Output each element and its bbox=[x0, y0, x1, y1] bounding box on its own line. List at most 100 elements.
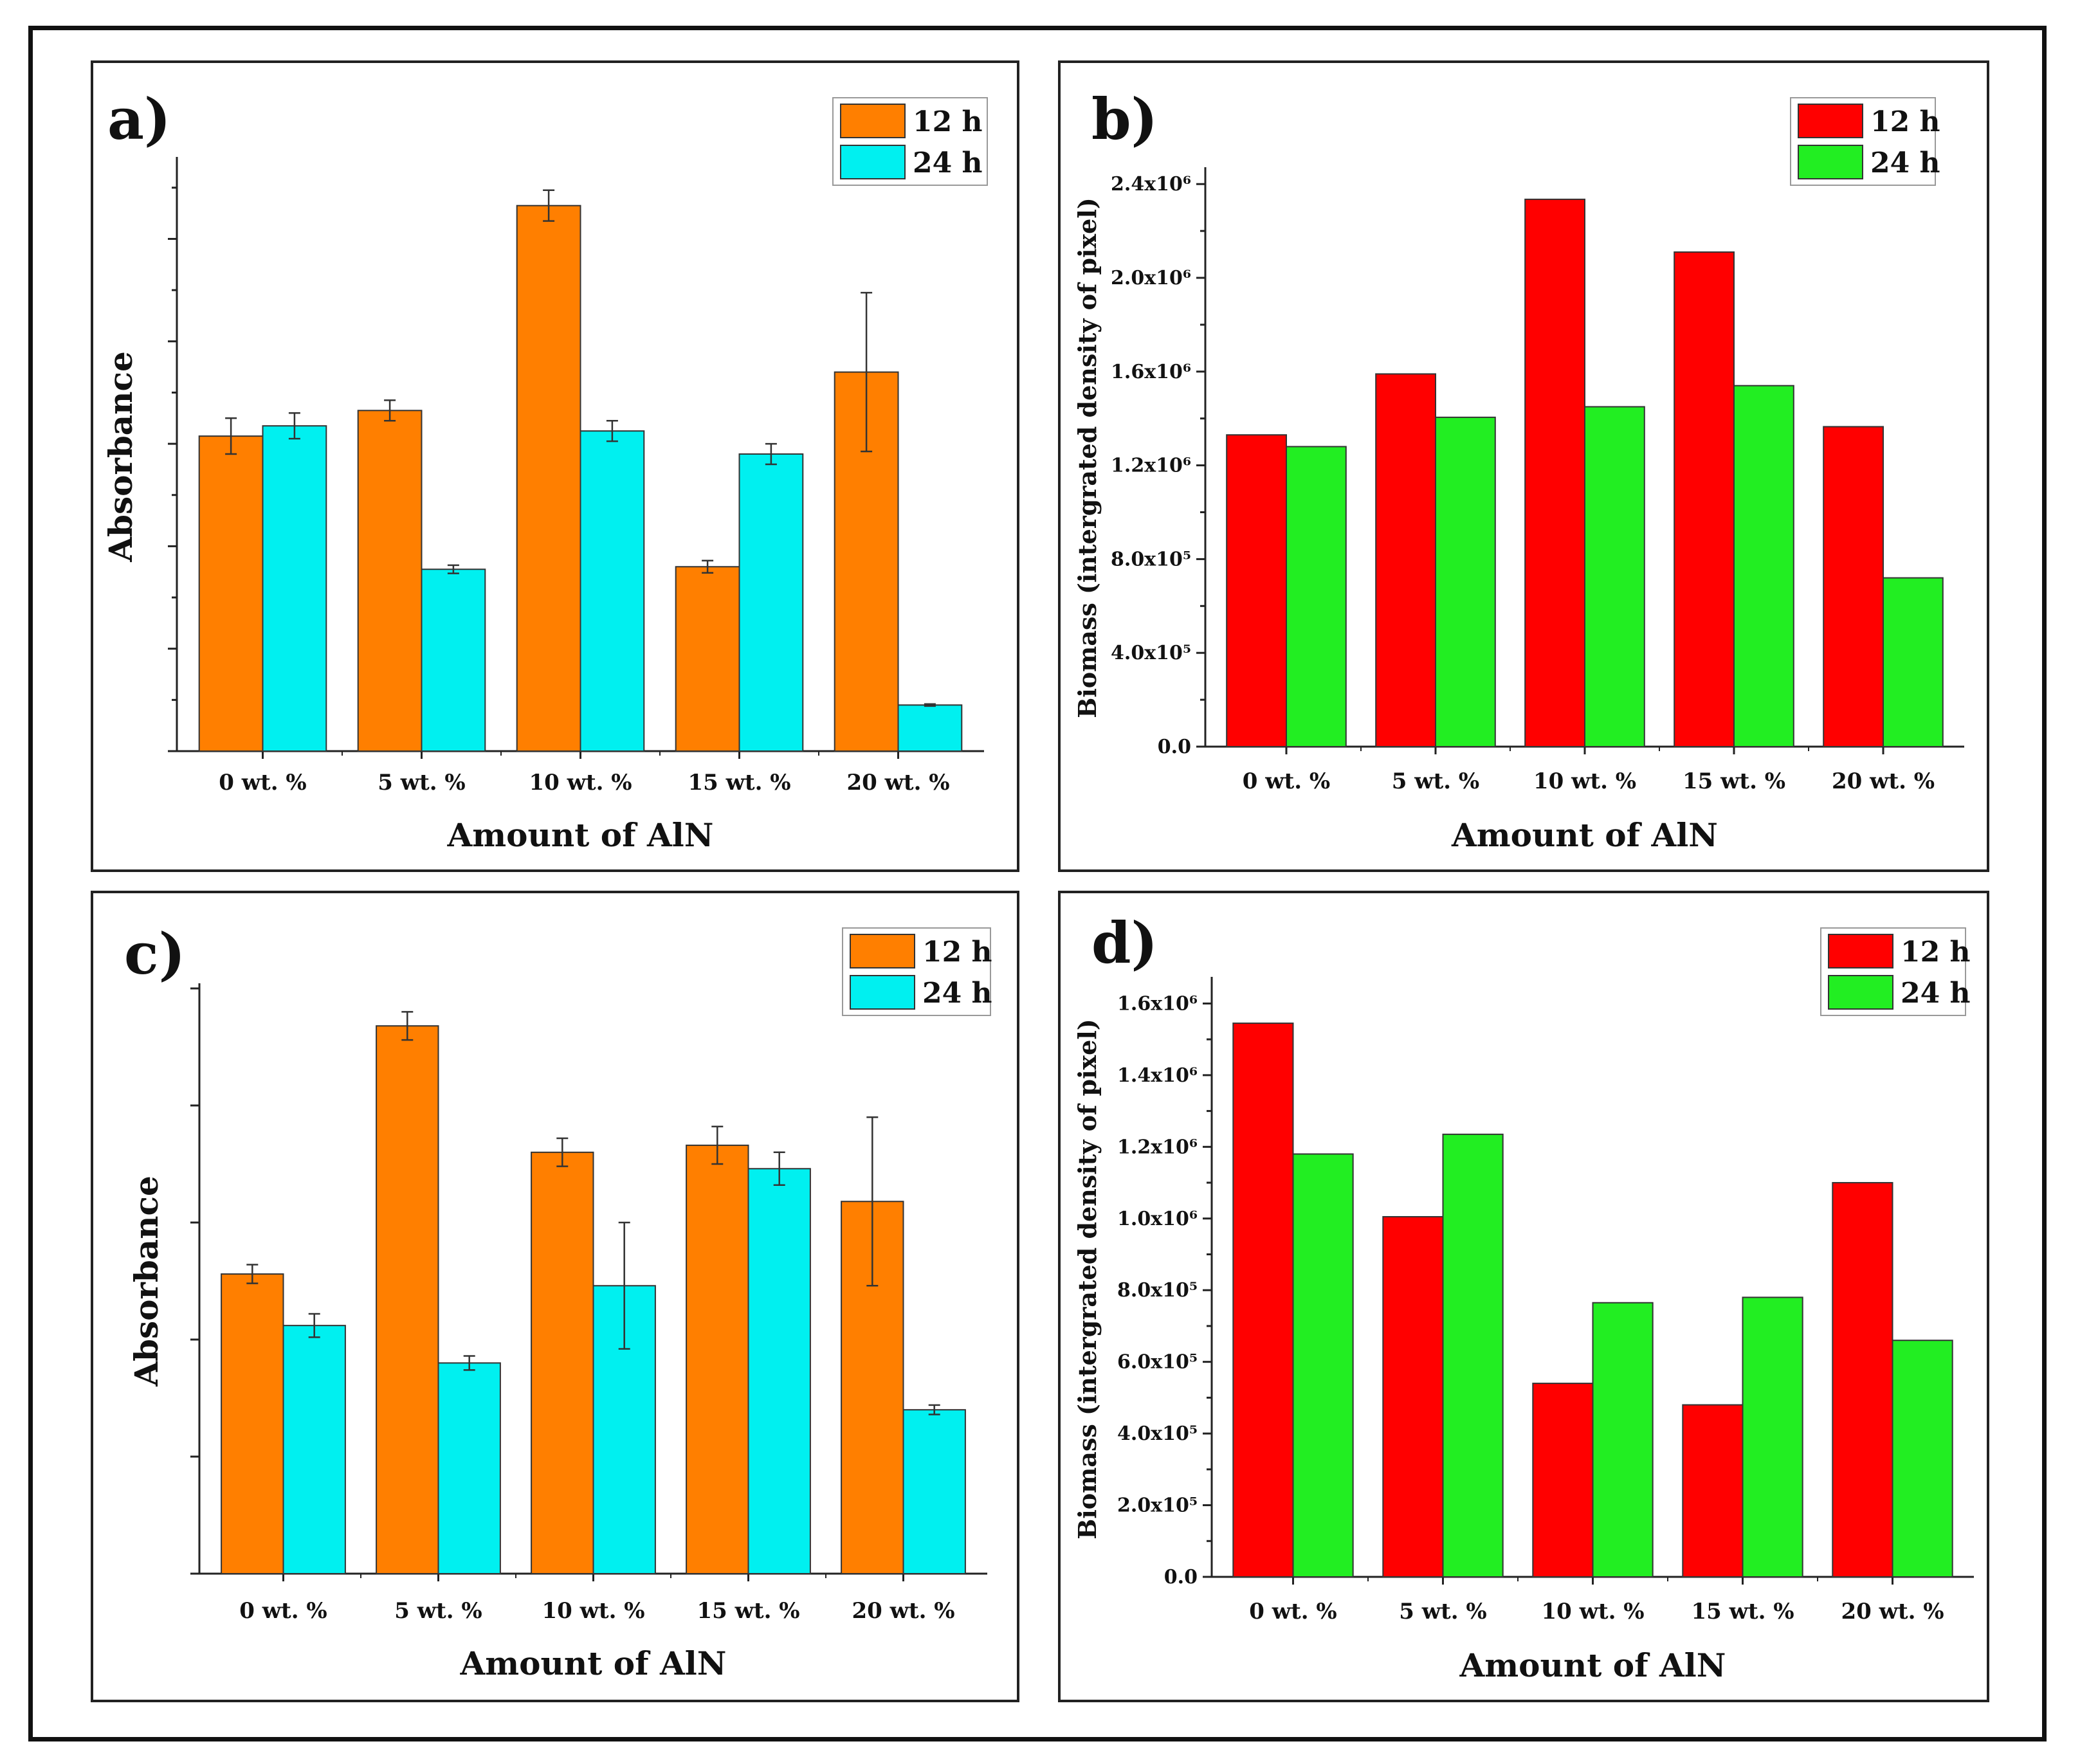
bar-b-12h-0 bbox=[1226, 434, 1288, 747]
plot-c: 0 wt. % 5 wt. % 10 wt. % 15 wt. % 20 wt. % Am… bbox=[124, 920, 992, 1682]
bar-a-24h-0 bbox=[262, 425, 327, 752]
plot-a: 0 wt. % 5 wt. % 10 wt. % 15 wt. % 20 wt. % Am… bbox=[102, 86, 988, 854]
legend-swatch bbox=[850, 934, 915, 968]
x-category-label: 10 wt. % bbox=[1541, 1599, 1644, 1624]
y-axis-title: Absorbance bbox=[127, 1176, 165, 1387]
bar-c-24h-4 bbox=[902, 1409, 966, 1575]
legend-swatch bbox=[840, 104, 906, 138]
legend: 12 h 24 h bbox=[1820, 927, 1971, 1016]
bar-d-24h-4 bbox=[1892, 1340, 1953, 1578]
x-category-label: 20 wt. % bbox=[846, 770, 949, 796]
bar-d-12h-2 bbox=[1532, 1383, 1594, 1578]
bar-b-24h-3 bbox=[1733, 385, 1794, 747]
y-axis-title: Biomass (intergrated density of pixel) bbox=[1073, 197, 1102, 718]
legend-swatch bbox=[1828, 934, 1893, 968]
panel-label: b) bbox=[1091, 86, 1158, 152]
bar-b-24h-4 bbox=[1883, 577, 1944, 747]
bar-a-12h-2 bbox=[516, 205, 581, 752]
x-category-label: 10 wt. % bbox=[542, 1598, 644, 1624]
bar-a-12h-0 bbox=[198, 435, 264, 752]
bar-c-12h-0 bbox=[221, 1273, 284, 1575]
bar-c-24h-0 bbox=[282, 1325, 346, 1574]
bar-c-12h-2 bbox=[531, 1151, 594, 1574]
chart-d: 0.0 2.0x10⁵ 4.0x10⁵ 6.0x10⁵ 8.0x10⁵ 1.0x10⁶ 1.… bbox=[1073, 909, 1974, 1684]
legend-label: 12 h bbox=[922, 936, 992, 968]
x-category-label: 15 wt. % bbox=[688, 770, 790, 796]
bar-b-24h-1 bbox=[1435, 416, 1496, 747]
bar-b-24h-2 bbox=[1584, 406, 1645, 747]
x-category-label: 20 wt. % bbox=[1832, 768, 1935, 794]
y-tick-label: 4.0x10⁵ bbox=[1111, 642, 1191, 664]
x-axis-title: Amount of AlN bbox=[1451, 816, 1718, 854]
bar-d-12h-1 bbox=[1382, 1215, 1444, 1578]
bar-c-12h-3 bbox=[686, 1144, 749, 1574]
legend-label: 24 h bbox=[1870, 147, 1940, 179]
x-category-label: 20 wt. % bbox=[852, 1598, 954, 1624]
panel-label: d) bbox=[1091, 909, 1158, 976]
y-tick-label: 1.0x10⁶ bbox=[1117, 1208, 1198, 1230]
x-category-label: 20 wt. % bbox=[1841, 1599, 1944, 1624]
bar-b-12h-2 bbox=[1524, 198, 1586, 747]
panel-label: c) bbox=[124, 920, 185, 987]
y-tick-label: 1.6x10⁶ bbox=[1111, 361, 1191, 383]
y-tick-label: 1.6x10⁶ bbox=[1117, 992, 1198, 1015]
legend-swatch bbox=[850, 975, 915, 1010]
legend-label: 24 h bbox=[1901, 977, 1971, 1010]
x-category-label: 5 wt. % bbox=[1392, 768, 1479, 794]
bar-a-24h-4 bbox=[897, 704, 963, 752]
x-category-label: 15 wt. % bbox=[1691, 1599, 1794, 1624]
bar-d-24h-1 bbox=[1442, 1133, 1504, 1578]
y-tick-label: 1.2x10⁶ bbox=[1117, 1136, 1198, 1158]
x-category-label: 0 wt. % bbox=[239, 1598, 327, 1624]
panel-a: 0 wt. % 5 wt. % 10 wt. % 15 wt. % 20 wt. % Am… bbox=[91, 60, 1019, 872]
bar-d-12h-3 bbox=[1682, 1404, 1744, 1578]
legend-label: 24 h bbox=[913, 147, 983, 179]
bar-d-12h-4 bbox=[1832, 1182, 1893, 1578]
legend-label: 12 h bbox=[1870, 105, 1940, 138]
bar-a-12h-3 bbox=[675, 566, 740, 752]
bar-a-24h-1 bbox=[421, 568, 486, 752]
bar-c-24h-1 bbox=[437, 1362, 501, 1575]
chart-a: 0 wt. % 5 wt. % 10 wt. % 15 wt. % 20 wt. % Am… bbox=[102, 86, 988, 854]
bar-b-24h-0 bbox=[1286, 446, 1347, 747]
chart-c: 0 wt. % 5 wt. % 10 wt. % 15 wt. % 20 wt. % Am… bbox=[124, 920, 992, 1682]
x-axis-title: Amount of AlN bbox=[446, 816, 713, 854]
legend-label: 12 h bbox=[913, 105, 983, 138]
x-category-label: 15 wt. % bbox=[697, 1598, 799, 1624]
y-tick-label: 4.0x10⁵ bbox=[1117, 1423, 1198, 1445]
y-tick-label: 6.0x10⁵ bbox=[1117, 1351, 1198, 1374]
panel-d: 0.0 2.0x10⁵ 4.0x10⁵ 6.0x10⁵ 8.0x10⁵ 1.0x10⁶ 1.… bbox=[1058, 891, 1989, 1702]
y-tick-label: 8.0x10⁵ bbox=[1111, 548, 1191, 570]
legend-swatch bbox=[1798, 145, 1863, 179]
bar-b-12h-1 bbox=[1375, 373, 1437, 747]
panel-label: a) bbox=[107, 86, 171, 152]
x-category-label: 5 wt. % bbox=[394, 1598, 482, 1624]
legend-label: 24 h bbox=[922, 977, 992, 1010]
bar-d-24h-3 bbox=[1742, 1296, 1803, 1578]
y-tick-label: 2.0x10⁶ bbox=[1111, 267, 1191, 289]
legend-swatch bbox=[1798, 104, 1863, 138]
y-tick-label: 2.0x10⁵ bbox=[1117, 1495, 1198, 1517]
bar-b-12h-4 bbox=[1823, 426, 1884, 747]
y-tick-label: 2.4x10⁶ bbox=[1111, 173, 1191, 195]
bar-d-24h-0 bbox=[1292, 1153, 1354, 1578]
x-axis-title: Amount of AlN bbox=[1459, 1646, 1726, 1684]
legend: 12 h 24 h bbox=[1790, 97, 1940, 186]
y-axis-title: Absorbance bbox=[102, 351, 140, 563]
bar-d-24h-2 bbox=[1592, 1302, 1654, 1578]
bar-b-12h-3 bbox=[1674, 251, 1735, 748]
y-tick-label: 8.0x10⁵ bbox=[1117, 1279, 1198, 1302]
y-tick-label: 1.4x10⁶ bbox=[1117, 1064, 1198, 1087]
bar-a-24h-2 bbox=[579, 430, 645, 752]
legend: 12 h 24 h bbox=[842, 927, 992, 1016]
x-category-label: 10 wt. % bbox=[1533, 768, 1636, 794]
chart-b: 0.0 4.0x10⁵ 8.0x10⁵ 1.2x10⁶ 1.6x10⁶ 2.0x10⁶ 2.… bbox=[1073, 86, 1964, 854]
x-category-label: 10 wt. % bbox=[529, 770, 632, 796]
plot-d: 0.0 2.0x10⁵ 4.0x10⁵ 6.0x10⁵ 8.0x10⁵ 1.0x10⁶ 1.… bbox=[1073, 909, 1974, 1684]
x-axis-title: Amount of AlN bbox=[459, 1644, 726, 1682]
x-category-label: 0 wt. % bbox=[1249, 1599, 1336, 1624]
x-category-label: 0 wt. % bbox=[1243, 768, 1330, 794]
y-axis-title: Biomass (intergrated density of pixel) bbox=[1073, 1019, 1102, 1540]
plot-b: 0.0 4.0x10⁵ 8.0x10⁵ 1.2x10⁶ 1.6x10⁶ 2.0x10⁶ 2.… bbox=[1073, 86, 1964, 854]
bar-c-24h-3 bbox=[747, 1168, 811, 1574]
